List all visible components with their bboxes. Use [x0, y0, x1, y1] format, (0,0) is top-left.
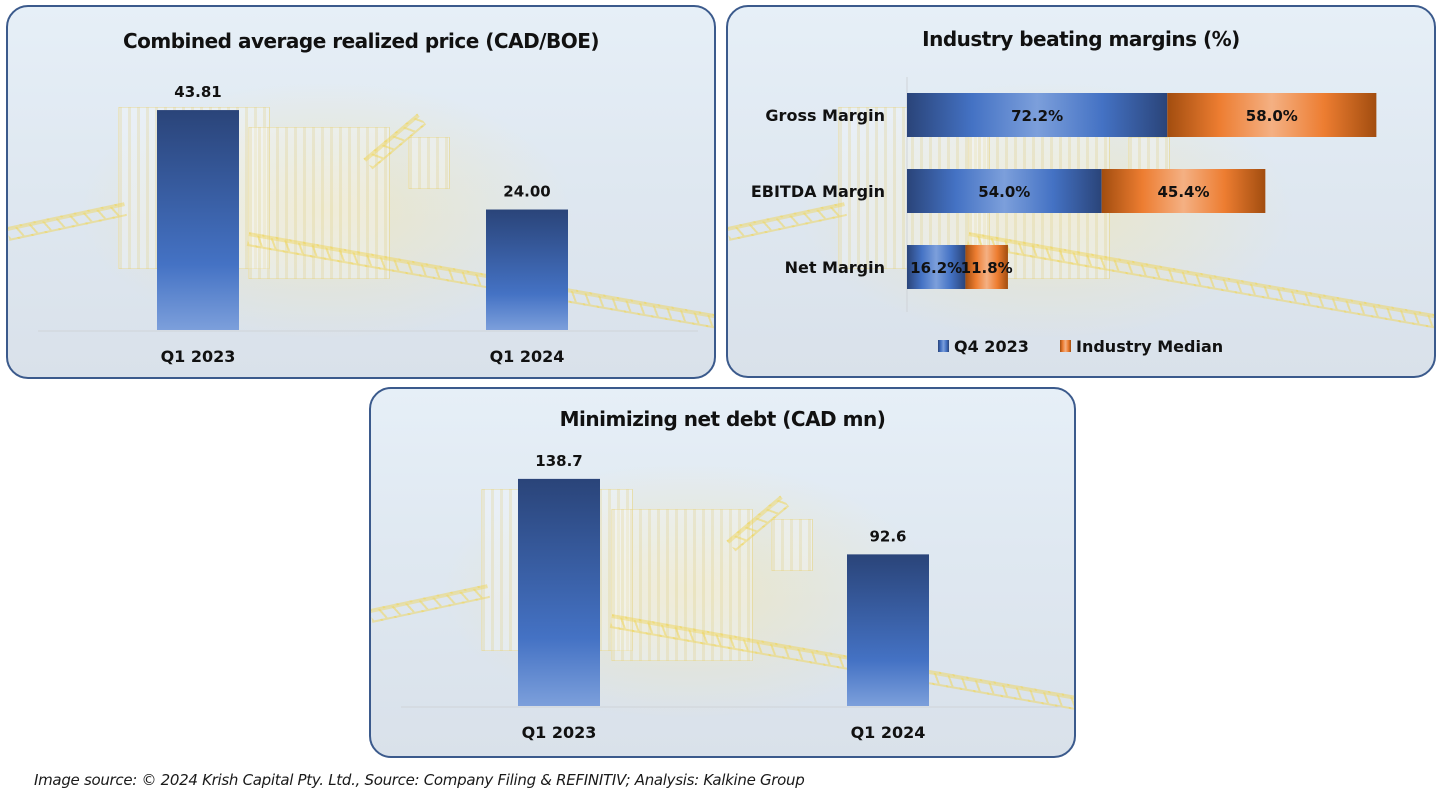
- legend: Q4 2023 Industry Median: [938, 337, 1223, 356]
- y-tick-label: Net Margin: [785, 258, 885, 277]
- realized-price-chart: 43.81 Q1 2023 24.00 Q1 2024: [38, 83, 698, 366]
- data-label: 92.6: [869, 527, 906, 545]
- x-tick-label: Q1 2024: [851, 723, 926, 742]
- margins-chart: Gross Margin 72.2% 58.0% EBITDA Margin 54.0%…: [751, 77, 1377, 356]
- legend-label: Q4 2023: [954, 337, 1029, 356]
- bar-q1-2023: [518, 478, 600, 706]
- chart-title: Minimizing net debt (CAD mn): [559, 407, 886, 431]
- data-label: 45.4%: [1157, 183, 1209, 201]
- data-label: 54.0%: [978, 183, 1030, 201]
- x-tick-label: Q1 2023: [161, 347, 236, 366]
- legend-swatch-q4-2023: [938, 340, 949, 352]
- legend-label: Industry Median: [1076, 337, 1223, 356]
- bar-ebitda-margin-q4-2023: [907, 169, 1102, 213]
- realized-price-panel: Combined average realized price (CAD/BOE…: [6, 5, 716, 379]
- bar-net-margin-q4-2023: [907, 245, 966, 289]
- data-label: 11.8%: [961, 259, 1013, 277]
- net-debt-panel: Minimizing net debt (CAD mn) 138.7 Q1 202…: [369, 387, 1076, 758]
- bar-q1-2024: [486, 209, 568, 330]
- x-tick-label: Q1 2023: [522, 723, 597, 742]
- data-label: 16.2%: [910, 259, 962, 277]
- x-tick-label: Q1 2024: [490, 347, 565, 366]
- bar-q1-2023: [157, 110, 239, 331]
- data-label: 43.81: [174, 83, 221, 101]
- net-debt-chart: 138.7 Q1 2023 92.6 Q1 2024: [401, 452, 1061, 742]
- legend-swatch-industry-median: [1060, 340, 1071, 352]
- y-tick-label: EBITDA Margin: [751, 182, 885, 201]
- bar-q1-2024: [847, 554, 929, 706]
- bar-gross-margin-industry-median: [1167, 93, 1377, 137]
- margins-panel: Industry beating margins (%) Gross Margi…: [726, 5, 1436, 378]
- chart-title: Industry beating margins (%): [922, 27, 1240, 51]
- data-label: 24.00: [503, 183, 550, 201]
- y-tick-label: Gross Margin: [765, 106, 885, 125]
- data-label: 72.2%: [1011, 107, 1063, 125]
- bar-net-margin-industry-median: [965, 245, 1008, 289]
- image-source-footnote: Image source: © 2024 Krish Capital Pty. …: [34, 771, 805, 789]
- bar-ebitda-margin-industry-median: [1101, 169, 1266, 213]
- chart-title: Combined average realized price (CAD/BOE…: [122, 29, 600, 53]
- bar-gross-margin-q4-2023: [907, 93, 1168, 137]
- data-label: 58.0%: [1246, 107, 1298, 125]
- data-label: 138.7: [535, 452, 582, 470]
